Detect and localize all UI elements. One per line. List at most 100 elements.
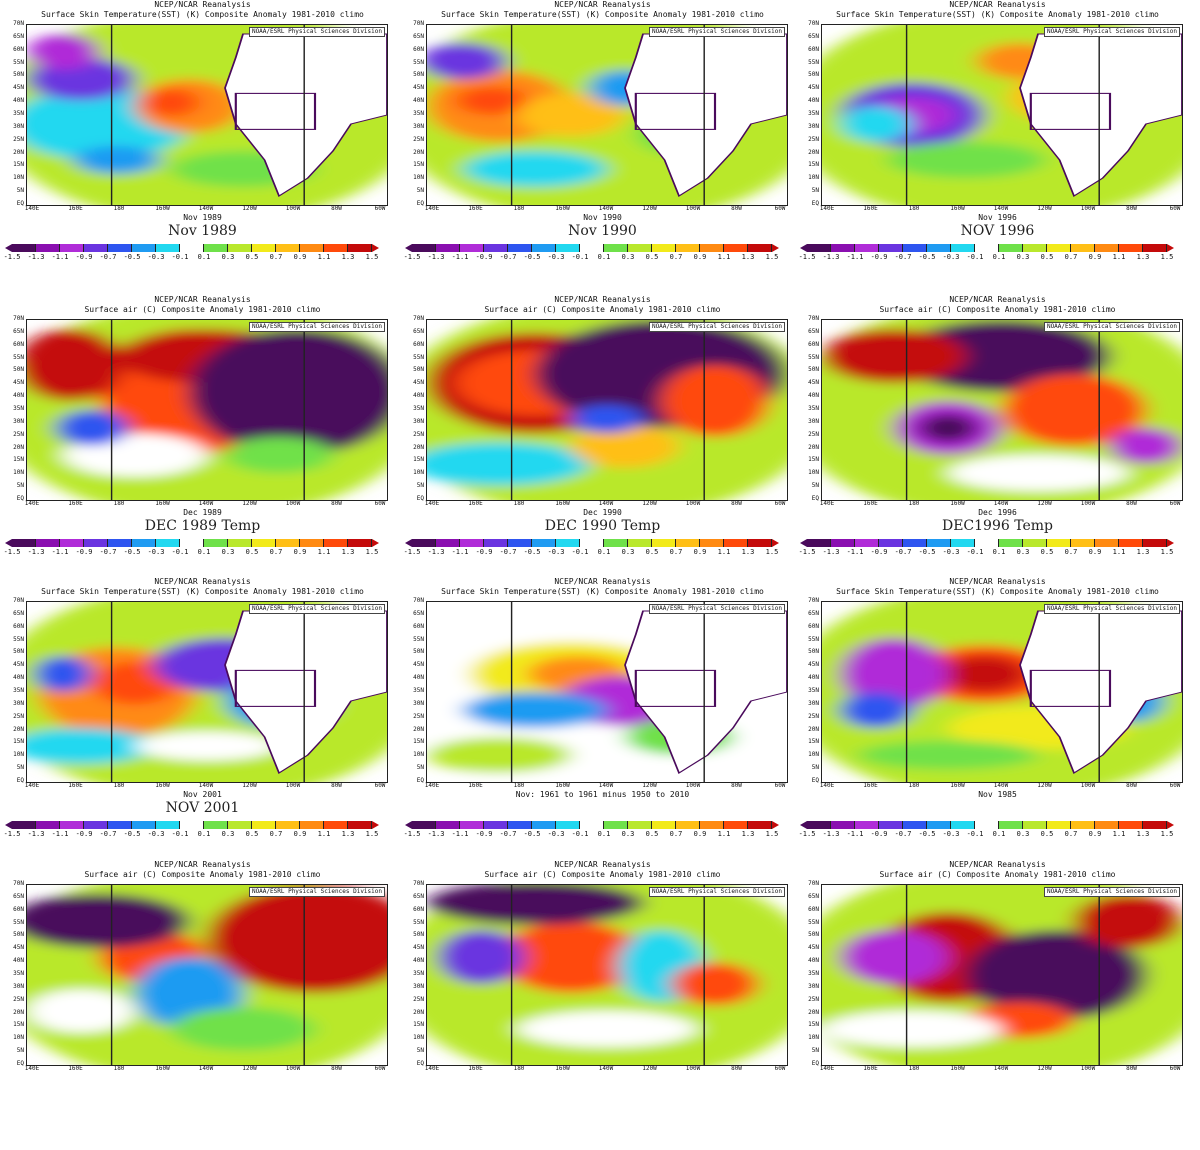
scale-tick-label: -0.1: [171, 548, 189, 556]
scale-tick-label: 1.1: [1112, 253, 1126, 261]
color-scale-bar: [5, 539, 379, 547]
panel-title: NCEP/NCAR Reanalysis: [949, 577, 1046, 586]
scale-tick-label: -0.1: [966, 830, 984, 838]
color-scale-cell: [180, 821, 204, 829]
lon-tick-label: 180: [113, 205, 125, 212]
lon-tick-label: 80W: [1126, 500, 1137, 507]
color-scale-cell: [300, 821, 324, 829]
scale-tick-label: -1.3: [427, 830, 445, 838]
lat-tick-label: 5N: [16, 187, 24, 195]
color-scale-bar: [800, 821, 1174, 829]
lon-tick-label: 160E: [468, 1065, 483, 1072]
lat-tick-label: 50N: [13, 71, 24, 79]
us-state-boundaries: [1029, 92, 1112, 130]
lon-tick-label: 80W: [1126, 1065, 1137, 1072]
lat-tick-label: 65N: [413, 892, 424, 900]
color-scale-cell: [276, 244, 300, 252]
lat-tick-label: 55N: [13, 918, 24, 926]
lon-tick-label: 160W: [555, 205, 570, 212]
lat-tick-label: 20N: [808, 725, 819, 733]
lat-tick-label: 25N: [13, 135, 24, 143]
lon-tick-label: 120W: [242, 1065, 257, 1072]
lat-tick-label: 35N: [808, 970, 819, 977]
anomaly-region: [966, 930, 1146, 1020]
lat-tick-label: 25N: [413, 135, 424, 143]
lon-tick-label: 80W: [731, 205, 742, 212]
color-scale-cell: [156, 821, 180, 829]
lat-tick-label: 20N: [13, 1008, 24, 1016]
scale-tick-label: -0.3: [942, 253, 960, 261]
color-scale-cell: [252, 539, 276, 547]
scale-tick-label: -1.1: [846, 830, 864, 838]
color-scale-cell: [1047, 244, 1071, 252]
lon-tick-label: 100W: [1080, 205, 1096, 212]
scale-tick-label: -0.5: [123, 548, 141, 556]
scale-tick-label: 1.3: [741, 548, 755, 556]
color-scale-cell: [748, 539, 772, 547]
lon-tick-label: 160E: [863, 500, 878, 507]
color-scale-cell: [60, 244, 84, 252]
us-state-boundaries: [634, 92, 717, 130]
color-scale-cell: [484, 821, 508, 829]
lat-tick-label: 15N: [808, 161, 819, 169]
color-scale-bar: [405, 244, 779, 252]
anomaly-region: [27, 329, 125, 401]
anomaly-region: [948, 455, 1128, 491]
scale-tick-label: -1.1: [451, 548, 469, 556]
lat-tick-label: 20N: [808, 148, 819, 156]
panel-subtitle: Surface air (C) Composite Anomaly 1981-2…: [484, 305, 721, 314]
map-panel: NCEP/NCAR Reanalysis Surface air (C) Comp…: [400, 860, 805, 1150]
lat-tick-label: 35N: [13, 687, 24, 694]
scale-tick-label: 0.9: [293, 830, 307, 838]
anomaly-map: NOAA/ESRL Physical Sciences Division: [26, 601, 388, 783]
scale-tick-label: -0.7: [99, 830, 117, 838]
lat-tick-label: 60N: [413, 45, 424, 53]
lat-tick-label: 10N: [808, 174, 819, 182]
scale-tick-label: -1.1: [51, 253, 69, 261]
lon-tick-label: 120W: [642, 1065, 657, 1072]
scale-tick-label: -0.5: [523, 548, 541, 556]
map-panel: NCEP/NCAR Reanalysis Surface Skin Tempera…: [400, 577, 805, 867]
scale-tick-label: 0.9: [1088, 548, 1102, 556]
lat-tick-label: 10N: [808, 751, 819, 759]
lon-tick-label: 120W: [642, 205, 657, 212]
color-scale-cell: [879, 821, 903, 829]
panel-title: NCEP/NCAR Reanalysis: [154, 295, 251, 304]
scale-tick-label: 0.1: [197, 548, 211, 556]
lat-tick-label: EQ: [811, 1060, 819, 1067]
lon-tick-label: 160W: [155, 1065, 170, 1072]
anomaly-field: [27, 320, 387, 500]
lon-tick-label: 140E: [424, 1065, 440, 1072]
lat-tick-label: 65N: [13, 327, 24, 335]
lon-tick-label: 160W: [555, 1065, 570, 1072]
anomaly-region: [437, 930, 525, 984]
lon-tick-label: 80W: [331, 500, 342, 507]
color-scale-cell: [132, 244, 156, 252]
lat-tick-label: 15N: [13, 161, 24, 169]
panel-title: NCEP/NCAR Reanalysis: [154, 0, 251, 9]
scale-tick-label: -0.7: [499, 253, 517, 261]
credit-label: NOAA/ESRL Physical Sciences Division: [248, 604, 385, 614]
color-scale-cell: [228, 244, 252, 252]
lon-tick-label: 140W: [993, 782, 1009, 789]
lat-tick-label: 60N: [13, 340, 24, 348]
lon-tick-label: 100W: [1080, 782, 1096, 789]
scale-tick-label: -1.3: [822, 253, 840, 261]
color-scale-max-arrow: [372, 821, 379, 829]
lat-tick-label: 15N: [413, 456, 424, 464]
north-america-landmass: [224, 610, 387, 775]
color-scale-cell: [12, 244, 36, 252]
lon-tick-label: 140E: [24, 1065, 40, 1072]
lat-tick-label: 40N: [808, 674, 819, 682]
scale-tick-label: -0.3: [942, 830, 960, 838]
lon-tick-label: 140W: [993, 500, 1009, 507]
scale-tick-label: 1.5: [365, 830, 379, 838]
anomaly-region: [840, 692, 912, 728]
lat-tick-label: 5N: [16, 764, 24, 772]
lat-tick-label: EQ: [811, 777, 819, 784]
scale-tick-label: 1.1: [1112, 548, 1126, 556]
anomaly-region: [189, 329, 387, 455]
color-scale-cell: [508, 539, 532, 547]
panel-subtitle: Surface Skin Temperature(SST) (K) Compos…: [41, 10, 364, 19]
anomaly-region: [27, 989, 135, 1033]
